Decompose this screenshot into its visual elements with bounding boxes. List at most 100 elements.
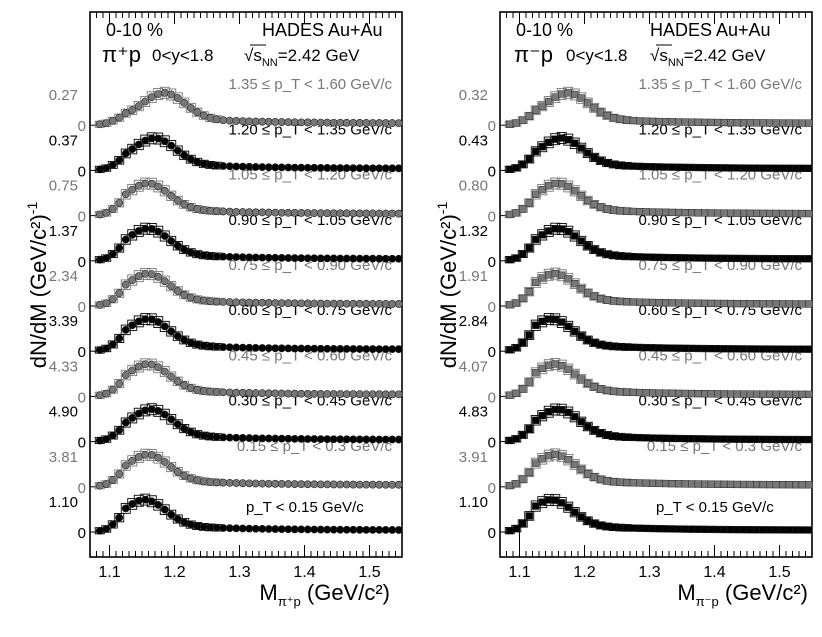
systematic-box <box>530 189 541 200</box>
data-point <box>694 254 702 262</box>
data-point <box>134 362 143 371</box>
data-point <box>792 209 800 218</box>
data-point <box>290 208 299 217</box>
systematic-box <box>524 198 535 208</box>
pt-range-label: p_T < 0.15 GeV/c <box>656 499 774 516</box>
data-point <box>662 479 670 488</box>
data-point <box>681 118 689 126</box>
data-point <box>368 390 377 399</box>
data-point <box>720 480 728 488</box>
data-point <box>792 119 800 127</box>
data-point <box>642 434 650 442</box>
data-point <box>525 378 533 386</box>
data-point <box>193 158 202 166</box>
data-point <box>714 345 722 353</box>
data-point <box>108 161 117 169</box>
data-point <box>688 163 696 172</box>
data-point <box>167 191 176 200</box>
data-point <box>102 525 111 533</box>
data-point <box>375 435 384 444</box>
data-point <box>271 299 280 307</box>
axis-ticks: 1.1 1.2 1.3 1.4 1.5 <box>96 12 403 581</box>
data-point <box>681 434 689 443</box>
data-point <box>368 480 377 489</box>
data-point <box>134 227 143 235</box>
data-point <box>108 204 117 213</box>
data-point <box>740 164 748 172</box>
data-point <box>714 299 722 308</box>
data-point <box>629 253 637 261</box>
data-point <box>740 300 748 308</box>
data-point <box>95 526 104 535</box>
data-point <box>368 299 377 308</box>
data-point <box>746 390 754 398</box>
data-point <box>759 435 767 444</box>
data-point <box>538 143 546 151</box>
data-point <box>785 300 793 308</box>
pt-range-label: 1.35 ≤ p_T < 1.60 GeV/c <box>229 76 393 93</box>
data-point <box>381 119 390 127</box>
data-point <box>271 163 280 172</box>
systematic-box <box>120 369 131 381</box>
x-tick-label: 1.3 <box>228 564 250 581</box>
data-point <box>167 237 176 245</box>
data-point <box>720 435 728 443</box>
x-tick-label: 1.2 <box>163 564 185 581</box>
y-scale-label: 3.81 <box>49 449 78 466</box>
data-point <box>284 299 293 308</box>
data-point <box>95 391 104 400</box>
data-point <box>662 253 670 262</box>
data-point <box>785 119 793 127</box>
data-point <box>264 389 273 398</box>
data-point <box>746 209 754 217</box>
data-point <box>336 480 345 489</box>
data-point <box>779 435 787 444</box>
data-point <box>368 254 377 263</box>
data-point <box>232 298 241 307</box>
rapidity-label: 0<y<1.8 <box>152 46 213 65</box>
systematic-box <box>114 288 125 298</box>
systematic-box <box>582 97 593 109</box>
systematic-box <box>114 425 125 435</box>
systematic-box <box>114 379 125 389</box>
systematic-box <box>114 512 125 523</box>
data-point <box>564 408 572 417</box>
data-point <box>720 118 728 127</box>
data-point <box>381 480 390 489</box>
series-9: 00.32 1.35 ≤ p_T < 1.60 GeV/c <box>459 76 813 135</box>
data-point <box>394 435 403 444</box>
data-point <box>688 389 696 398</box>
systematic-box <box>153 404 164 417</box>
data-point <box>655 389 663 397</box>
data-point <box>336 299 345 308</box>
y-zero-label: 0 <box>78 389 86 406</box>
data-point <box>577 144 585 152</box>
data-point <box>381 526 390 534</box>
data-point <box>297 163 306 172</box>
systematic-box <box>120 460 131 471</box>
data-point <box>805 435 813 444</box>
data-point <box>355 480 364 489</box>
data-point <box>323 164 332 172</box>
data-point <box>128 321 137 330</box>
data-point <box>636 479 644 487</box>
data-point <box>688 435 696 443</box>
systematic-box <box>576 235 587 247</box>
data-point <box>766 526 774 534</box>
y-scale-label: 1.10 <box>49 494 78 511</box>
data-marks: 01.10 p_T < 0.15 GeV/c03.810.15 ≤ p_T < 0… <box>49 76 403 542</box>
data-point <box>785 164 793 172</box>
data-point <box>368 345 377 353</box>
data-point <box>128 106 137 115</box>
data-point <box>186 474 195 483</box>
data-point <box>525 155 533 163</box>
data-point <box>655 208 663 216</box>
data-point <box>336 254 345 263</box>
data-point <box>532 369 540 377</box>
data-point <box>655 298 663 307</box>
data-point <box>134 272 143 281</box>
data-point <box>368 209 377 218</box>
data-point <box>642 117 650 125</box>
data-point <box>623 298 631 306</box>
data-point <box>316 480 325 489</box>
